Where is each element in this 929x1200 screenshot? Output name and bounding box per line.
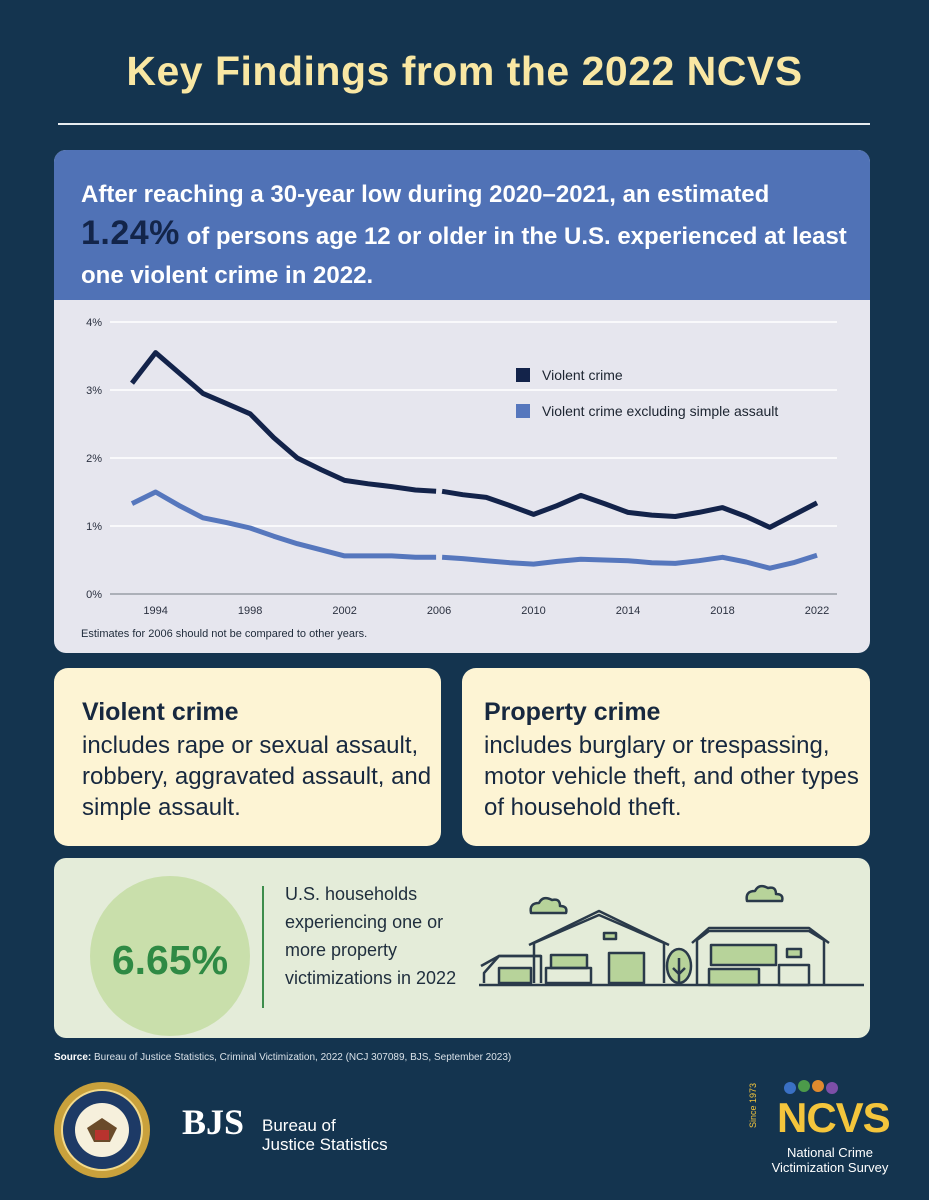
series-line-violent-crime-excluding-simple-assault: [130, 489, 437, 560]
legend-swatch: [516, 368, 530, 382]
chart-headline-banner: After reaching a 30-year low during 2020…: [54, 150, 870, 300]
headline-pre: After reaching a 30-year low during 2020…: [81, 181, 770, 208]
source-text: Bureau of Justice Statistics, Criminal V…: [94, 1052, 512, 1063]
ncvs-wordmark: NCVS: [777, 1094, 891, 1141]
chart-card: After reaching a 30-year low during 2020…: [54, 150, 870, 653]
legend-label: Violent crime: [542, 367, 623, 383]
property-crime-title: Property crime: [484, 698, 661, 726]
y-tick-label: 2%: [86, 453, 102, 465]
household-text: U.S. households experiencing one or more…: [285, 884, 457, 988]
x-tick-label: 2022: [805, 605, 829, 617]
source-citation: Source: Bureau of Justice Statistics, Cr…: [54, 1052, 511, 1063]
x-tick-label: 2018: [710, 605, 734, 617]
doj-seal-logo: [54, 1082, 150, 1178]
ncvs-people-icon: [784, 1080, 838, 1094]
violent-crime-definition: Violent crime includes rape or sexual as…: [54, 668, 441, 846]
percent-circle: 6.65%: [90, 876, 250, 1036]
x-tick-label: 1994: [143, 605, 167, 617]
ncvs-subtitle-line2: Victimization Survey: [771, 1160, 889, 1175]
violent-crime-text: includes rape or sexual assault, robbery…: [82, 732, 432, 821]
title-divider: [58, 123, 870, 125]
legend-label: Violent crime excluding simple assault: [542, 403, 778, 419]
household-victimization-card: 6.65% U.S. households experiencing one o…: [54, 858, 870, 1038]
violent-crime-title: Violent crime: [82, 698, 239, 726]
y-tick-label: 3%: [86, 385, 102, 397]
ncvs-subtitle: National Crime Victimization Survey: [770, 1145, 890, 1175]
x-tick-label: 1998: [238, 605, 262, 617]
headline-text: After reaching a 30-year low during 2020…: [81, 175, 856, 295]
ncvs-subtitle-line1: National Crime: [787, 1145, 873, 1160]
household-percent: 6.65%: [111, 937, 229, 983]
chart-footnote: Estimates for 2006 should not be compare…: [81, 628, 368, 640]
x-tick-label: 2010: [521, 605, 545, 617]
y-tick-label: 1%: [86, 521, 102, 533]
headline-value: 1.24%: [81, 214, 180, 252]
x-tick-label: 2014: [616, 605, 640, 617]
bjs-name: Bureau of Justice Statistics: [262, 1116, 388, 1154]
property-crime-text: includes burglary or trespassing, motor …: [484, 732, 859, 821]
property-crime-definition: Property crime includes burglary or tres…: [462, 668, 870, 846]
houses-illustration: [479, 884, 864, 987]
y-tick-label: 0%: [86, 589, 102, 601]
line-chart: 0% 1% 2% 3% 4% 1994 1998 2002 2006 2010 2014 2018 20…: [86, 317, 837, 617]
source-label: Source:: [54, 1052, 92, 1063]
divider-line: [262, 886, 264, 1008]
x-tick-label: 2002: [332, 605, 356, 617]
x-tick-label: 2006: [427, 605, 451, 617]
series-line-violent-crime-excluding-simple-assault: [441, 552, 818, 571]
bjs-logo: BJS: [170, 1084, 244, 1160]
ncvs-since: Since 1973: [748, 1082, 758, 1128]
y-tick-label: 4%: [86, 317, 102, 329]
legend-swatch: [516, 404, 530, 418]
series-line-violent-crime: [441, 488, 819, 530]
bjs-name-line2: Justice Statistics: [262, 1135, 388, 1154]
headline-post: of persons age 12 or older in the U.S. e…: [81, 223, 847, 289]
bjs-name-line1: Bureau of: [262, 1116, 336, 1135]
series-line-violent-crime: [130, 350, 437, 494]
page-title: Key Findings from the 2022 NCVS: [126, 48, 803, 94]
bjs-abbr: BJS: [182, 1102, 244, 1142]
